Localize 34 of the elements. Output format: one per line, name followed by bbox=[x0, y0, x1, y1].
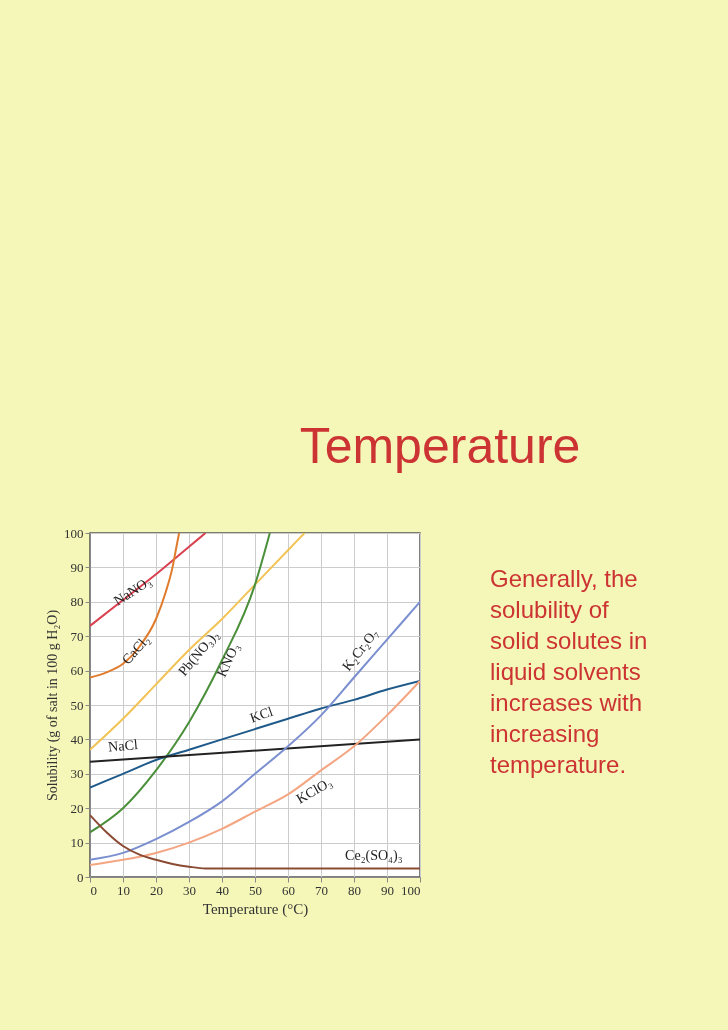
x-tick-label: 60 bbox=[282, 882, 295, 898]
y-tick-label: 40 bbox=[70, 731, 84, 747]
y-tick-label: 30 bbox=[70, 766, 84, 782]
y-tick-label: 100 bbox=[64, 525, 84, 541]
y-tick-label: 80 bbox=[70, 594, 84, 610]
x-tick-label: 10 bbox=[117, 882, 130, 898]
x-axis-title: Temperature (°C) bbox=[202, 900, 309, 918]
x-tick-label: 0 bbox=[90, 882, 97, 898]
x-tick-label: 40 bbox=[216, 882, 229, 898]
series-label: Ce₂(SO₄)₃ bbox=[345, 848, 403, 865]
text: KCl bbox=[247, 703, 276, 726]
text: KClO₃ bbox=[293, 774, 335, 807]
x-tick-label: 50 bbox=[249, 882, 262, 898]
x-tick-label: 90 bbox=[381, 882, 394, 898]
x-tick-label: 70 bbox=[315, 882, 328, 898]
x-tick-label: 80 bbox=[348, 882, 361, 898]
y-tick-label: 90 bbox=[70, 559, 84, 575]
x-tick-label: 100 bbox=[401, 882, 421, 898]
y-tick-label: 0 bbox=[77, 869, 84, 885]
y-axis-title: Solubility (g of salt in 100 g H₂O) bbox=[45, 609, 61, 802]
line-series bbox=[90, 679, 420, 866]
y-tick-label: 70 bbox=[70, 628, 84, 644]
x-tick-label: 30 bbox=[183, 882, 196, 898]
text: Generally, the solubility of solid solutes in liquid solvents increases with increasing temperature. bbox=[490, 565, 648, 778]
line-series bbox=[90, 533, 207, 627]
x-tick-label: 20 bbox=[150, 882, 163, 898]
y-tick-label: 60 bbox=[70, 663, 84, 679]
line-series bbox=[90, 533, 306, 751]
y-tick-label: 20 bbox=[70, 800, 84, 816]
line-series bbox=[90, 814, 420, 870]
y-tick-label: 10 bbox=[70, 835, 84, 851]
series-label: NaCl bbox=[107, 737, 139, 755]
y-tick-label: 50 bbox=[70, 697, 84, 713]
chart-title: Temperature bbox=[299, 418, 581, 474]
